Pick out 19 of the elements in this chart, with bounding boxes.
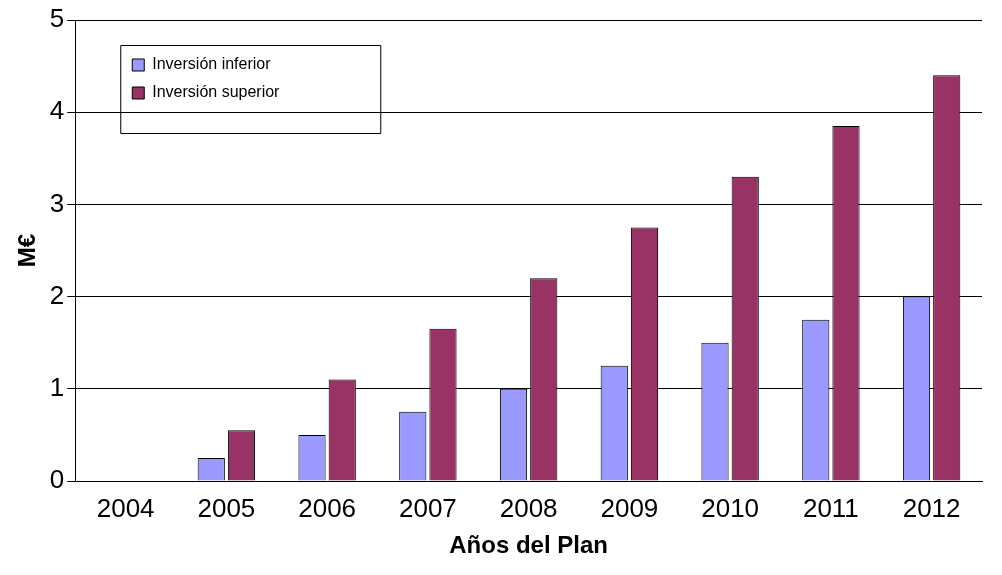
x-tick-label: 2005 bbox=[197, 492, 256, 523]
y-tick-label: 0 bbox=[49, 464, 65, 495]
y-tick-label: 3 bbox=[49, 187, 65, 218]
x-tick-label: 2006 bbox=[298, 492, 357, 523]
legend-label: Inversión inferior bbox=[152, 55, 272, 73]
x-tick-label: 2011 bbox=[802, 492, 859, 523]
y-tick-label: 5 bbox=[49, 3, 65, 34]
legend-label: Inversión superior bbox=[152, 83, 281, 101]
x-tick-label: 2004 bbox=[96, 492, 155, 523]
y-tick-label: 4 bbox=[49, 95, 65, 126]
y-tick-label: 2 bbox=[49, 279, 65, 310]
y-tick-label: 1 bbox=[49, 371, 65, 402]
x-axis-title: Años del Plan bbox=[449, 531, 608, 559]
x-tick-label: 2007 bbox=[398, 492, 457, 523]
x-tick-label: 2010 bbox=[701, 492, 760, 523]
y-axis-title: M€ bbox=[13, 233, 41, 268]
x-tick-label: 2012 bbox=[902, 492, 961, 523]
x-tick-label: 2009 bbox=[600, 492, 659, 523]
x-tick-label: 2008 bbox=[499, 492, 558, 523]
